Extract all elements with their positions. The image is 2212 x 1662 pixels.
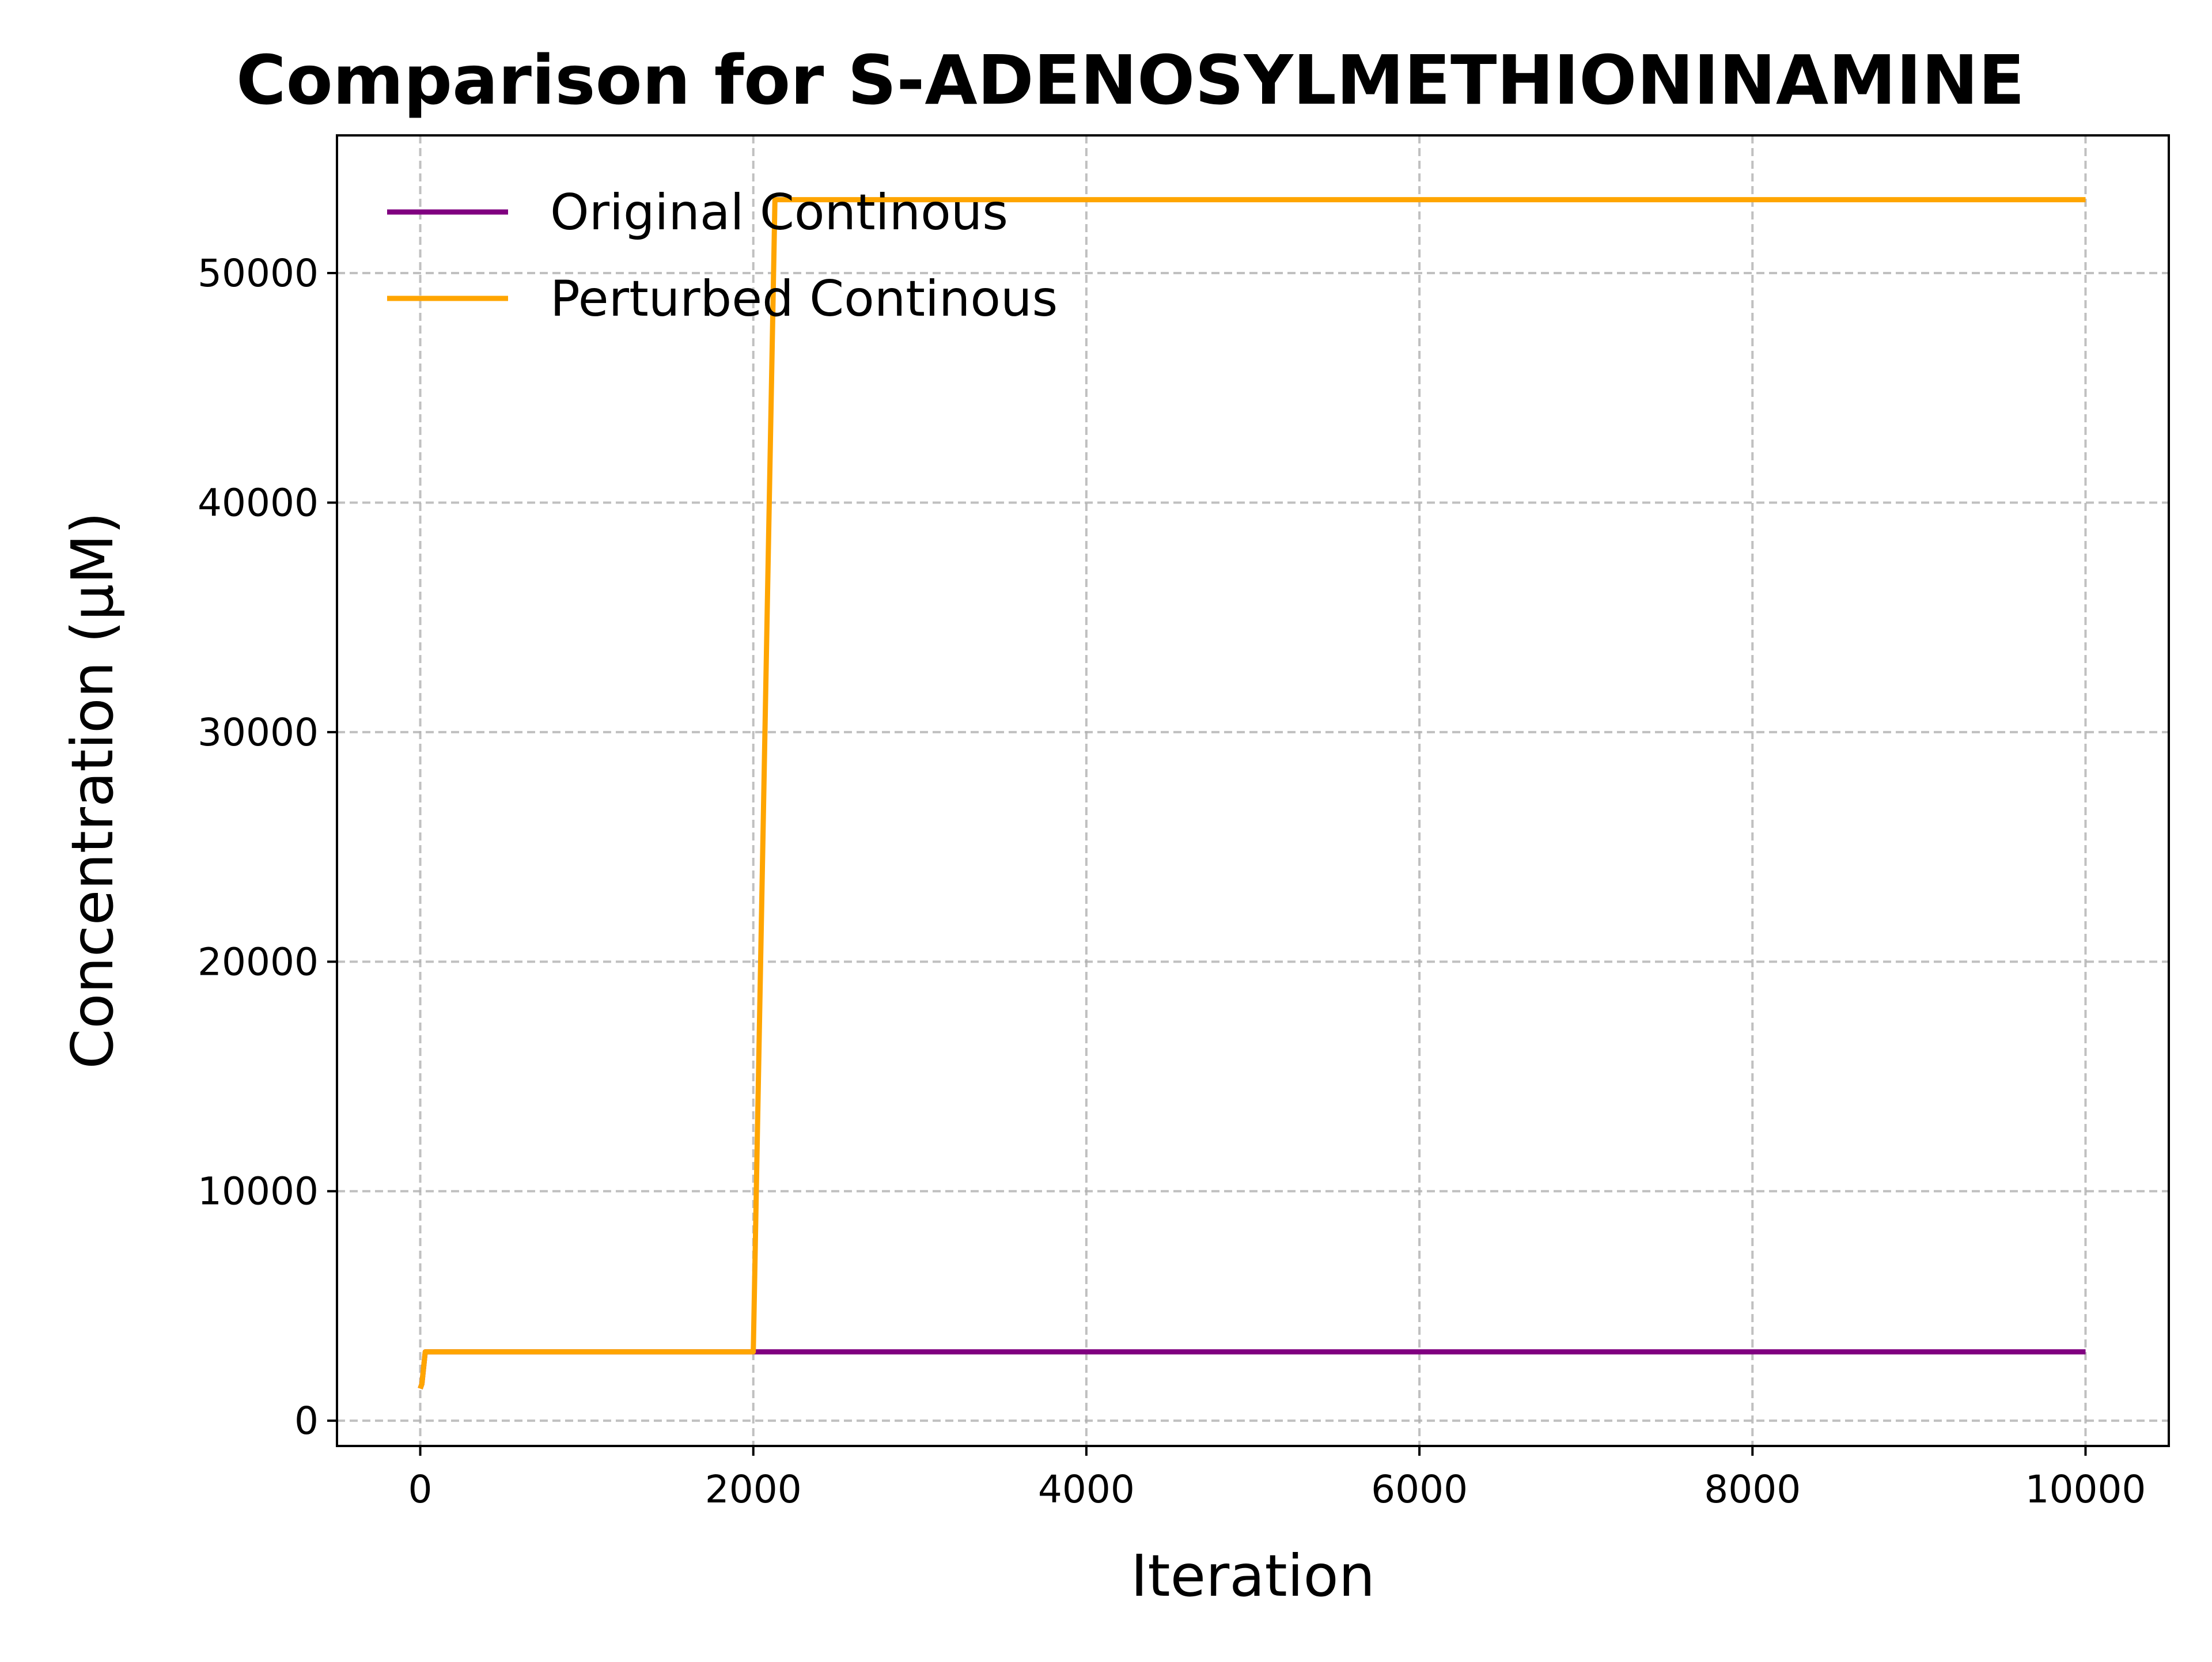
y-tick-label: 30000 — [198, 710, 319, 755]
y-axis-label: Concentration (μM) — [59, 512, 126, 1069]
series-layer — [418, 197, 2086, 1390]
legend-label: Original Continous — [550, 184, 1008, 241]
chart-title: Comparison for S-ADENOSYLMETHIONINAMINE — [236, 40, 2025, 120]
grid-layer — [337, 135, 2169, 1446]
y-axis: 0 10000 20000 30000 40000 50000 — [198, 251, 337, 1443]
series-line-perturbed-continous — [418, 197, 2086, 1390]
x-tick-label: 6000 — [1371, 1467, 1468, 1512]
x-axis-label: Iteration — [1131, 1542, 1375, 1610]
legend-label: Perturbed Continous — [550, 270, 1058, 328]
x-tick-label: 10000 — [2025, 1467, 2146, 1512]
y-tick-label: 40000 — [198, 480, 319, 525]
y-tick-label: 10000 — [198, 1169, 319, 1214]
x-tick-label: 8000 — [1704, 1467, 1801, 1512]
x-tick-label: 0 — [408, 1467, 433, 1512]
x-axis: 0 2000 4000 6000 8000 10000 — [408, 1446, 2146, 1512]
y-tick-label: 0 — [294, 1399, 319, 1443]
series-line-original-continous — [418, 1349, 2086, 1390]
plot-frame — [336, 134, 2170, 1447]
x-tick-label: 2000 — [705, 1467, 802, 1512]
legend: Original Continous Perturbed Continous — [387, 184, 1058, 328]
y-tick-label: 50000 — [198, 251, 319, 296]
y-tick-label: 20000 — [198, 940, 319, 984]
x-tick-label: 4000 — [1038, 1467, 1135, 1512]
